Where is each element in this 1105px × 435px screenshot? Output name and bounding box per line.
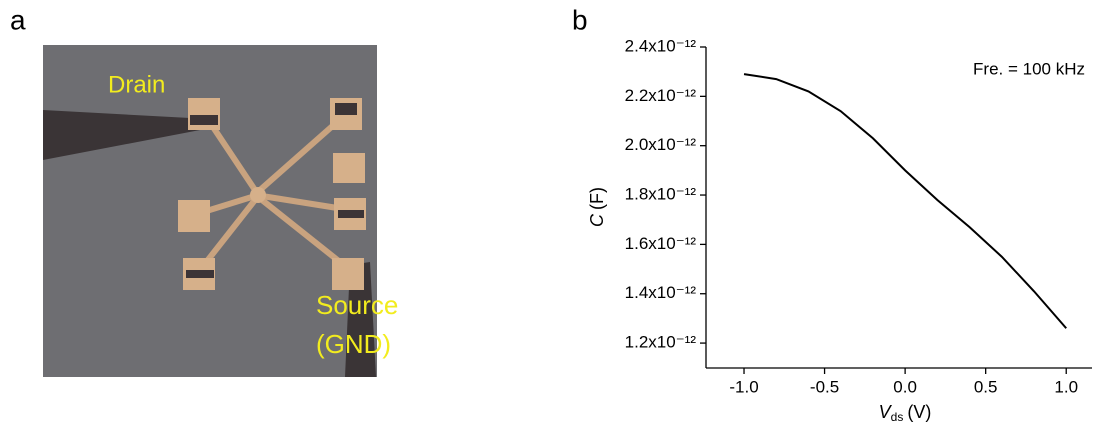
y-tick-label: 2.0x10⁻¹² bbox=[625, 135, 697, 154]
micrograph bbox=[43, 45, 377, 377]
annotation: Drain bbox=[108, 71, 165, 98]
axis-symbol: V bbox=[879, 402, 893, 422]
y-axis-label: C (F) bbox=[587, 187, 607, 227]
x-tick-label: -1.0 bbox=[729, 377, 758, 396]
x-tick-label: 1.0 bbox=[1054, 377, 1078, 396]
axis-symbol: C bbox=[587, 213, 607, 227]
chart-annotation: Fre. = 100 kHz bbox=[973, 59, 1085, 78]
data-line bbox=[743, 73, 1067, 329]
panel-label: b bbox=[572, 4, 588, 35]
x-tick-label: 0.0 bbox=[893, 377, 917, 396]
y-tick-label: 1.2x10⁻¹² bbox=[625, 333, 697, 352]
annotation: Source bbox=[316, 290, 398, 320]
axis-unit: (F) bbox=[587, 187, 607, 210]
y-tick-label: 1.4x10⁻¹² bbox=[625, 283, 697, 302]
y-tick-label: 1.6x10⁻¹² bbox=[625, 234, 697, 253]
panel-label: a bbox=[10, 4, 26, 35]
y-tick-label: 1.8x10⁻¹² bbox=[625, 185, 697, 204]
x-axis-label: Vds (V) bbox=[879, 402, 932, 424]
annotation: (GND) bbox=[316, 329, 391, 359]
axis-subscript: ds bbox=[891, 410, 904, 424]
y-tick-label: 2.4x10⁻¹² bbox=[625, 36, 697, 55]
axis-unit: (V) bbox=[907, 402, 931, 422]
x-tick-label: -0.5 bbox=[810, 377, 839, 396]
x-tick-label: 0.5 bbox=[974, 377, 998, 396]
y-tick-label: 2.2x10⁻¹² bbox=[625, 86, 697, 105]
